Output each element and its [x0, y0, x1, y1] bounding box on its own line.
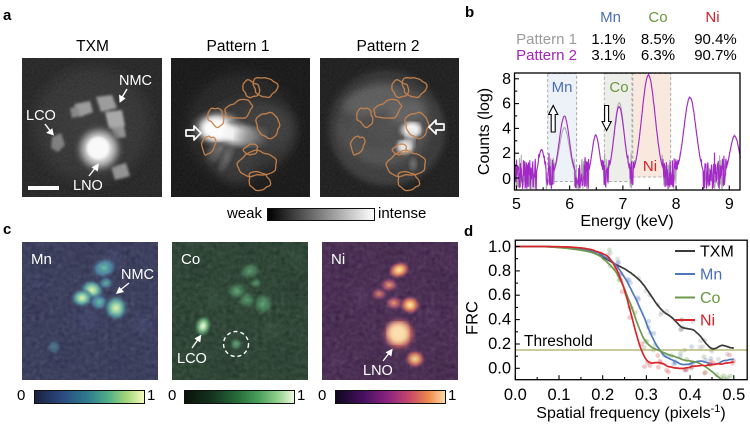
- svg-text:4: 4: [502, 120, 511, 137]
- svg-text:Co: Co: [181, 251, 200, 268]
- svg-text:5: 5: [512, 196, 521, 213]
- svg-text:LNO: LNO: [363, 363, 393, 379]
- svg-text:Threshold: Threshold: [524, 333, 593, 350]
- svg-text:6: 6: [565, 196, 574, 213]
- svg-text:0.8: 0.8: [488, 262, 511, 280]
- svg-text:1.0: 1.0: [488, 238, 511, 256]
- svg-text:Counts (log): Counts (log): [476, 88, 493, 175]
- svg-text:NMC: NMC: [119, 73, 152, 89]
- svg-text:0.2: 0.2: [591, 386, 614, 404]
- svg-text:0.6: 0.6: [488, 286, 511, 304]
- svg-text:LCO: LCO: [26, 108, 56, 124]
- svg-text:Mn: Mn: [552, 79, 573, 96]
- svg-text:6: 6: [502, 96, 511, 113]
- svg-text:0: 0: [502, 171, 511, 188]
- svg-text:8: 8: [672, 196, 681, 213]
- svg-text:TXM: TXM: [700, 244, 734, 261]
- svg-text:0.4: 0.4: [488, 311, 511, 329]
- svg-text:LNO: LNO: [73, 178, 103, 194]
- svg-text:LCO: LCO: [177, 351, 207, 367]
- svg-text:Co: Co: [700, 290, 721, 307]
- svg-text:Ni: Ni: [700, 313, 715, 330]
- svg-text:Mn: Mn: [700, 267, 722, 284]
- svg-text:Spatial frequency (pixels-1): Spatial frequency (pixels-1): [536, 403, 725, 422]
- svg-text:Ni: Ni: [331, 251, 345, 268]
- svg-text:0.4: 0.4: [679, 386, 702, 404]
- svg-text:0.0: 0.0: [488, 359, 511, 377]
- svg-text:2: 2: [502, 145, 511, 162]
- svg-text:Mn: Mn: [31, 251, 52, 268]
- svg-text:9: 9: [725, 196, 734, 213]
- svg-text:0.5: 0.5: [722, 386, 745, 404]
- svg-text:0.1: 0.1: [548, 386, 571, 404]
- svg-text:8: 8: [502, 71, 511, 88]
- svg-text:0.3: 0.3: [635, 386, 658, 404]
- svg-text:Energy (keV): Energy (keV): [580, 213, 673, 230]
- svg-text:Ni: Ni: [643, 158, 657, 175]
- svg-text:FRC: FRC: [464, 301, 482, 335]
- svg-text:0.2: 0.2: [488, 335, 511, 353]
- svg-text:Co: Co: [609, 79, 628, 96]
- svg-text:7: 7: [618, 196, 627, 213]
- svg-text:NMC: NMC: [121, 267, 154, 283]
- svg-text:0.0: 0.0: [504, 386, 527, 404]
